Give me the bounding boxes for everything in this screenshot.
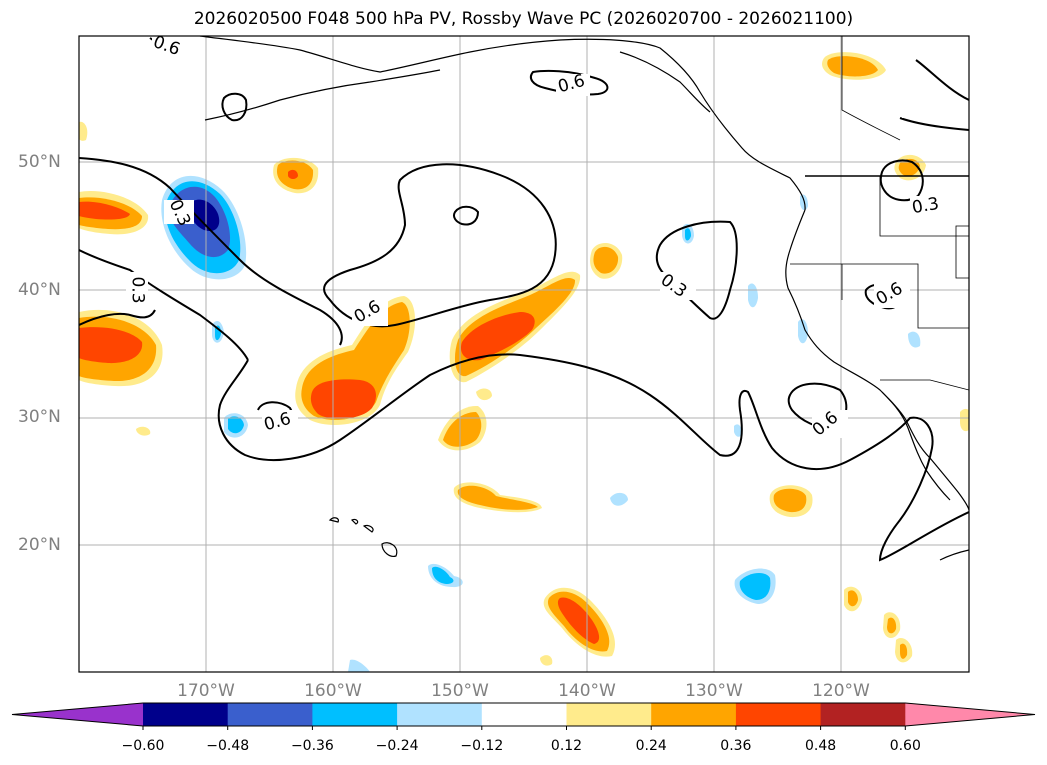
- lat-label: 20°N: [18, 535, 61, 555]
- colorbar-segment: [481, 703, 567, 726]
- lat-label: 40°N: [18, 280, 61, 300]
- colorbar-tick-label: −0.60: [121, 738, 165, 754]
- lon-label: 160°W: [304, 681, 362, 701]
- colorbar-segment: [566, 703, 652, 726]
- colorbar-tick-label: 0.36: [720, 738, 752, 754]
- pv-anomaly-fills: [79, 52, 969, 672]
- colorbar-segment: [227, 703, 313, 726]
- colorbar: [11, 702, 1036, 730]
- colorbar-tick-label: 0.60: [889, 738, 921, 754]
- colorbar-segment: [820, 703, 906, 726]
- colorbar-segment: [397, 703, 483, 726]
- colorbar-segment: [312, 703, 398, 726]
- colorbar-tick-label: 0.12: [550, 738, 583, 754]
- lon-label: 140°W: [558, 681, 616, 701]
- map-background: [79, 36, 969, 672]
- lon-label: 150°W: [431, 681, 489, 701]
- map-gridlines: [79, 36, 969, 672]
- coastlines: [199, 36, 969, 561]
- colorbar-tick-label: 0.48: [805, 738, 837, 754]
- colorbar-segment: [735, 703, 822, 726]
- contour-label-masks: [126, 36, 946, 438]
- colorbar-tick-label: −0.24: [375, 738, 419, 754]
- colorbar-extend-low: [12, 703, 143, 726]
- map-title: 2026020500 F048 500 hPa PV, Rossby Wave …: [193, 9, 854, 29]
- map-frame: [78, 35, 970, 673]
- colorbar-tick-label: 0.24: [635, 738, 667, 754]
- colorbar-segment: [651, 703, 737, 726]
- contour-label: 0.3: [127, 276, 148, 304]
- lat-label: 30°N: [18, 407, 61, 427]
- lon-label: 170°W: [177, 681, 235, 701]
- colorbar-tick-label: −0.12: [460, 738, 504, 754]
- pc-contours: [79, 37, 969, 562]
- colorbar-tick-label: −0.48: [206, 738, 250, 754]
- colorbar-segment: [143, 703, 229, 726]
- lat-label: 50°N: [18, 152, 61, 172]
- lon-label: 120°W: [812, 681, 870, 701]
- lon-label: 130°W: [685, 681, 743, 701]
- colorbar-tick-label: −0.36: [290, 738, 334, 754]
- colorbar-extend-high: [905, 703, 1035, 726]
